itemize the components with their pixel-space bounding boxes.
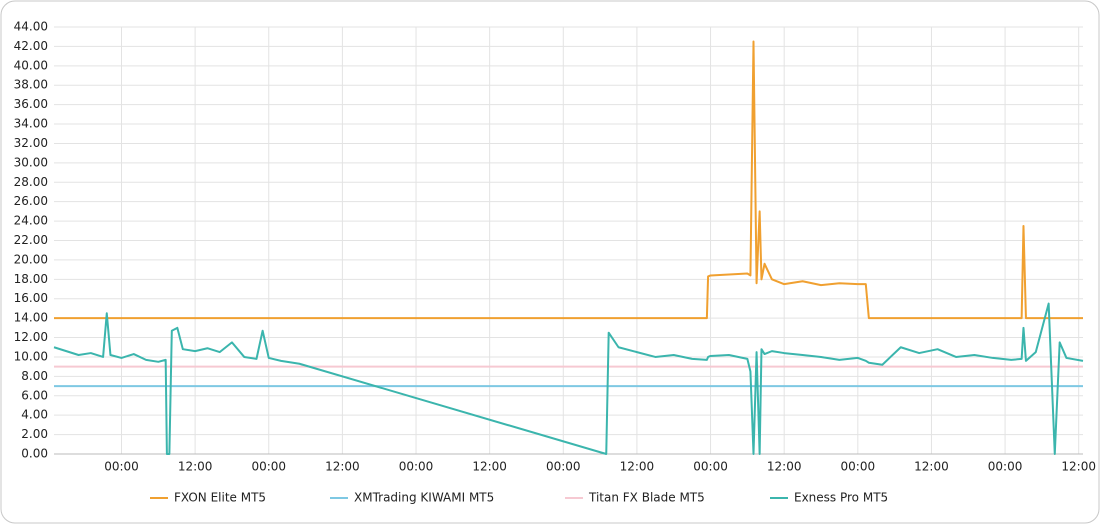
y-tick-label: 32.00 [14,136,48,150]
series-line [53,302,1084,455]
y-tick-label: 16.00 [14,291,48,305]
y-tick-label: 44.00 [14,20,48,34]
x-tick-label: 00:00 [693,460,728,474]
y-tick-label: 12.00 [14,330,48,344]
y-tick-label: 0.00 [21,447,48,461]
series-line [54,40,1083,320]
x-tick-label: 12:00 [472,460,507,474]
y-tick-label: 34.00 [14,117,48,131]
y-tick-label: 38.00 [14,78,48,92]
x-tick-label: 00:00 [546,460,581,474]
y-tick-label: 20.00 [14,252,48,266]
y-tick-label: 14.00 [14,311,48,325]
y-tick-label: 36.00 [14,97,48,111]
x-tick-label: 12:00 [767,460,802,474]
x-tick-label: 12:00 [178,460,213,474]
y-tick-label: 18.00 [14,272,48,286]
x-tick-label: 12:00 [1061,460,1096,474]
x-tick-label: 00:00 [988,460,1023,474]
x-tick-label: 12:00 [325,460,360,474]
x-tick-label: 00:00 [399,460,434,474]
legend-label: FXON Elite MT5 [174,491,266,505]
y-tick-label: 28.00 [14,175,48,189]
y-tick-label: 24.00 [14,214,48,228]
y-tick-label: 8.00 [21,369,48,383]
legend-label: XMTrading KIWAMI MT5 [354,491,494,505]
y-tick-label: 42.00 [14,39,48,53]
y-tick-label: 22.00 [14,233,48,247]
y-tick-label: 6.00 [21,388,48,402]
legend-label: Titan FX Blade MT5 [588,491,705,505]
x-tick-label: 00:00 [251,460,286,474]
y-tick-label: 2.00 [21,427,48,441]
y-tick-label: 4.00 [21,408,48,422]
legend-label: Exness Pro MT5 [794,491,888,505]
x-tick-label: 00:00 [104,460,139,474]
y-tick-label: 40.00 [14,58,48,72]
y-tick-label: 30.00 [14,155,48,169]
y-tick-label: 26.00 [14,194,48,208]
x-tick-label: 12:00 [914,460,949,474]
x-tick-label: 12:00 [620,460,655,474]
x-tick-label: 00:00 [841,460,876,474]
y-tick-label: 10.00 [14,349,48,363]
